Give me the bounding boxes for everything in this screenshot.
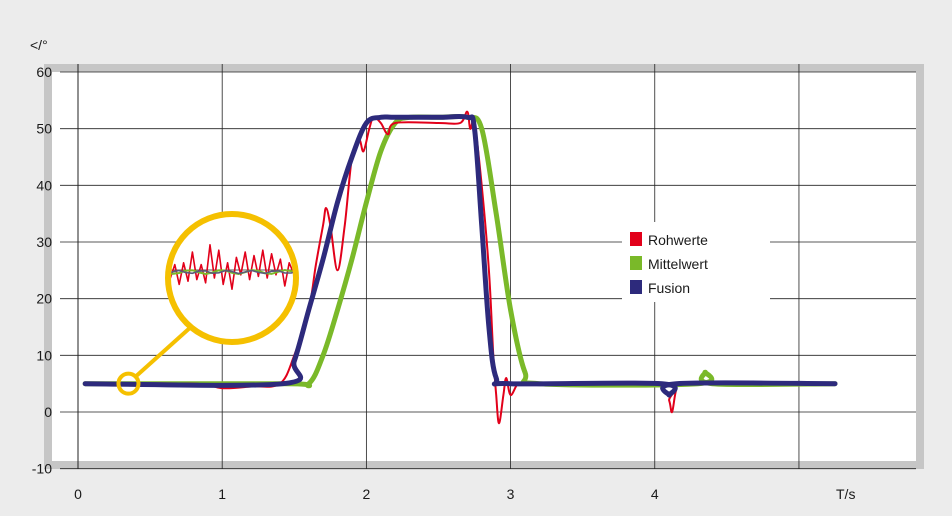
legend-swatch-rohwerte xyxy=(630,232,642,246)
magnifier-lens xyxy=(165,211,299,345)
y-tick-label: 40 xyxy=(36,177,52,193)
y-tick-label: 0 xyxy=(44,404,52,420)
y-tick-label: 60 xyxy=(36,64,52,80)
x-tick-label: 4 xyxy=(651,486,659,502)
magnifier-connector xyxy=(133,324,194,380)
x-tick-label: 0 xyxy=(74,486,82,502)
y-tick-label: 10 xyxy=(36,347,52,363)
y-tick-label: 50 xyxy=(36,121,52,137)
y-axis-unit-label: </° xyxy=(30,37,48,53)
x-axis-unit-label: T/s xyxy=(836,486,855,502)
series-line-fusion xyxy=(82,113,838,398)
zoom-fusion-line xyxy=(171,269,293,275)
legend-label-mittelwert: Mittelwert xyxy=(648,256,708,272)
legend-swatch-fusion xyxy=(630,280,642,294)
legend-swatch-mittelwert xyxy=(630,256,642,270)
legend-box xyxy=(622,222,770,302)
x-tick-label: 1 xyxy=(218,486,226,502)
legend-label-fusion: Fusion xyxy=(648,280,690,296)
zoom-content xyxy=(171,244,293,290)
legend-label-rohwerte: Rohwerte xyxy=(648,232,708,248)
zoom-mean-line xyxy=(171,268,293,276)
grid xyxy=(60,64,916,470)
legend: Rohwerte Mittelwert Fusion xyxy=(622,222,770,302)
x-tick-label: 3 xyxy=(507,486,515,502)
zoom-inset xyxy=(116,211,299,396)
magnifier-focus-ring xyxy=(116,371,141,396)
zoom-raw-line xyxy=(171,244,293,290)
tick-labels: -10 0 10 20 30 40 50 60 0 1 2 3 4 xyxy=(32,64,659,502)
series-group xyxy=(82,110,838,425)
y-tick-label: 30 xyxy=(36,234,52,250)
y-tick-label: -10 xyxy=(32,461,52,477)
y-tick-label: 20 xyxy=(36,291,52,307)
x-tick-label: 2 xyxy=(362,486,370,502)
